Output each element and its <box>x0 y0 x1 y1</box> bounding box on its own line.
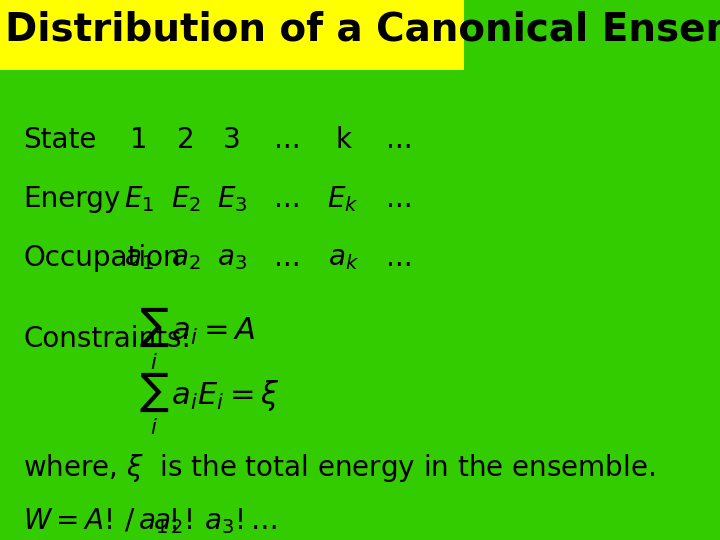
Text: ...: ... <box>274 185 301 213</box>
Text: $a_2!\, a_3!\ldots$: $a_2!\, a_3!\ldots$ <box>153 507 278 536</box>
Text: where, $\xi$  is the total energy in the ensemble.: where, $\xi$ is the total energy in the … <box>23 451 655 484</box>
Text: Constraints:: Constraints: <box>23 325 191 353</box>
Text: ...: ... <box>385 126 412 154</box>
Text: $E_2$: $E_2$ <box>171 184 200 214</box>
Text: ...: ... <box>385 244 412 272</box>
Text: $\sum_i\, a_i = A$: $\sum_i\, a_i = A$ <box>139 305 256 372</box>
Text: Energy: Energy <box>23 185 120 213</box>
Text: 3: 3 <box>223 126 240 154</box>
Text: $a_k$: $a_k$ <box>328 244 359 272</box>
Text: $\sum_i\, a_i E_i = \xi$: $\sum_i\, a_i E_i = \xi$ <box>139 370 280 437</box>
Text: $a_1$: $a_1$ <box>125 244 154 272</box>
Text: k: k <box>336 126 351 154</box>
Text: $E_k$: $E_k$ <box>328 184 359 214</box>
Text: $a_3$: $a_3$ <box>217 244 247 272</box>
Text: $E_3$: $E_3$ <box>217 184 247 214</box>
FancyBboxPatch shape <box>0 0 464 70</box>
Text: Distribution of a Canonical Ensemble: Distribution of a Canonical Ensemble <box>4 11 720 49</box>
Text: $a_2$: $a_2$ <box>171 244 200 272</box>
Text: 1: 1 <box>130 126 148 154</box>
Text: Occupation: Occupation <box>23 244 181 272</box>
Text: $E_1$: $E_1$ <box>124 184 154 214</box>
Text: State: State <box>23 126 96 154</box>
Text: ...: ... <box>274 126 301 154</box>
Text: $W = A!\, /\, a_1!$: $W = A!\, /\, a_1!$ <box>23 507 178 536</box>
Text: 2: 2 <box>176 126 194 154</box>
Text: ...: ... <box>385 185 412 213</box>
Text: ...: ... <box>274 244 301 272</box>
